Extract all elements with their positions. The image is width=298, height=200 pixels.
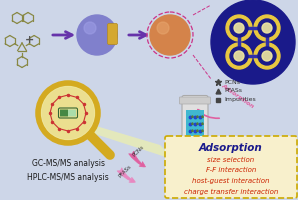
Circle shape [226, 15, 252, 41]
Circle shape [230, 47, 248, 65]
Polygon shape [86, 123, 175, 160]
Text: PCNs: PCNs [132, 145, 145, 158]
Circle shape [258, 47, 276, 65]
FancyBboxPatch shape [68, 110, 76, 116]
FancyBboxPatch shape [60, 110, 68, 116]
Circle shape [157, 22, 169, 34]
Circle shape [38, 83, 98, 143]
Circle shape [258, 19, 276, 37]
Text: +: + [25, 35, 35, 45]
Circle shape [234, 23, 244, 33]
Text: Impurities: Impurities [224, 98, 256, 102]
FancyBboxPatch shape [182, 96, 208, 144]
Circle shape [211, 0, 295, 84]
Text: PFASs: PFASs [118, 164, 133, 179]
Circle shape [77, 15, 117, 55]
Circle shape [84, 22, 96, 34]
FancyBboxPatch shape [179, 97, 210, 104]
Text: Adsorption: Adsorption [220, 83, 254, 109]
FancyBboxPatch shape [191, 138, 199, 150]
Text: host-guest interaction: host-guest interaction [192, 178, 270, 184]
Circle shape [150, 15, 190, 55]
Circle shape [254, 15, 280, 41]
Circle shape [262, 23, 272, 33]
Text: PCNs: PCNs [224, 79, 240, 84]
Text: size selection: size selection [207, 157, 254, 163]
FancyBboxPatch shape [165, 136, 297, 198]
FancyBboxPatch shape [108, 23, 117, 45]
Circle shape [254, 43, 280, 69]
FancyBboxPatch shape [186, 110, 204, 140]
Text: PFASs: PFASs [224, 88, 242, 94]
Text: charge transfer interaction: charge transfer interaction [184, 188, 278, 195]
Circle shape [234, 51, 244, 61]
Circle shape [262, 51, 272, 61]
Circle shape [226, 43, 252, 69]
Text: Adsorption: Adsorption [199, 143, 263, 153]
Text: HPLC-MS/MS analysis: HPLC-MS/MS analysis [27, 173, 109, 182]
Text: F-F interaction: F-F interaction [206, 168, 256, 173]
Circle shape [41, 86, 95, 140]
Text: GC-MS/MS analysis: GC-MS/MS analysis [32, 158, 105, 168]
Circle shape [230, 19, 248, 37]
